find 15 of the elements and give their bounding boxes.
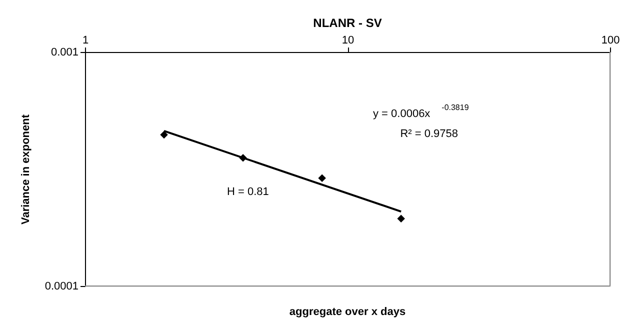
x-axis-title: aggregate over x days [289, 306, 406, 318]
point [239, 154, 247, 162]
x-tick-label: 1 [82, 34, 89, 46]
x-tick-label: 100 [601, 34, 620, 46]
annotation: R² = 0.9758 [400, 128, 458, 140]
x-tick-label: 10 [342, 34, 354, 46]
point [160, 130, 168, 139]
y-tick-label: 0.001 [50, 46, 78, 58]
y-tick-label: 0.0001 [44, 280, 78, 292]
y-axis-title: Variance in exponent [20, 114, 32, 225]
annotation: H = 0.81 [227, 186, 269, 198]
chart-title: NLANR - SV [313, 16, 382, 30]
point [397, 214, 405, 223]
annotation: y = 0.0006x-0.3819 [373, 103, 470, 120]
point [318, 174, 326, 182]
